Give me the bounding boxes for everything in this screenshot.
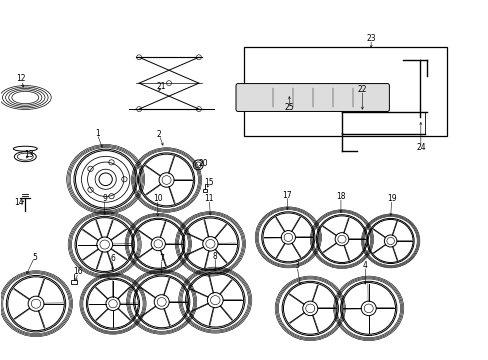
Text: 13: 13 [24,150,34,159]
Text: 14: 14 [15,198,24,207]
Text: 9: 9 [102,194,107,203]
Text: 18: 18 [336,192,345,201]
Bar [71,280,77,284]
Text: 15: 15 [204,178,214,187]
Text: 16: 16 [73,267,82,276]
Text: 6: 6 [110,255,115,264]
Text: 25: 25 [284,103,293,112]
Text: 22: 22 [357,85,366,94]
Ellipse shape [136,55,142,60]
Text: 10: 10 [153,194,163,203]
Ellipse shape [196,107,201,112]
Text: 12: 12 [17,75,26,84]
Text: 3: 3 [294,261,299,270]
Text: 11: 11 [204,194,214,203]
Text: 20: 20 [198,159,207,168]
Text: 23: 23 [366,34,375,43]
Text: 24: 24 [415,143,425,152]
Text: 19: 19 [386,194,396,203]
Text: 21: 21 [157,82,166,91]
Ellipse shape [136,107,142,112]
Text: 8: 8 [212,252,217,261]
Text: 17: 17 [282,190,292,199]
Bar [244,47,446,136]
Text: 4: 4 [362,261,367,270]
Text: 1: 1 [95,129,100,138]
Text: 7: 7 [159,254,164,263]
FancyBboxPatch shape [236,84,388,112]
Ellipse shape [196,55,201,60]
Bar [202,189,206,192]
Ellipse shape [166,81,171,86]
Text: 2: 2 [157,130,162,139]
Text: 5: 5 [32,253,37,262]
